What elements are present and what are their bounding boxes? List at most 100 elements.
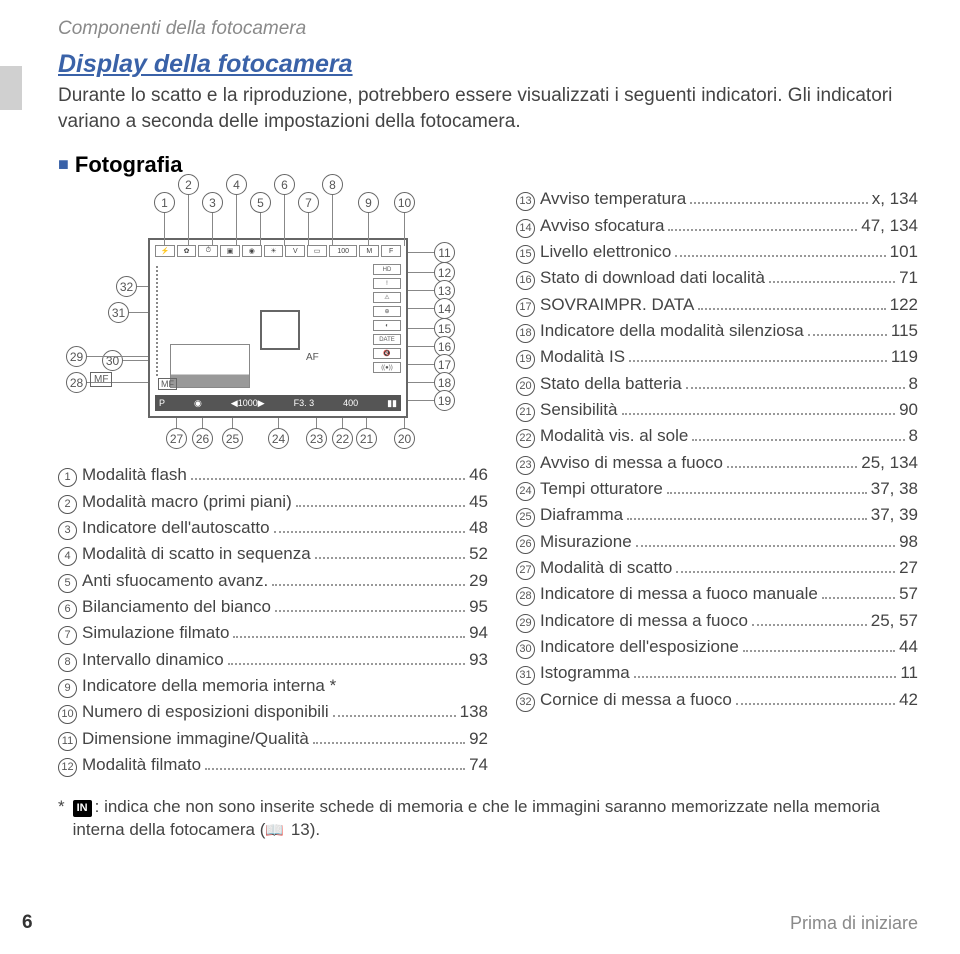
index-item-number: 7 bbox=[58, 626, 77, 645]
index-item-label: Avviso di messa a fuoco bbox=[540, 450, 723, 476]
index-item-label: Indicatore di messa a fuoco manuale bbox=[540, 581, 818, 607]
index-item: 14Avviso sfocatura47, 134 bbox=[516, 213, 918, 239]
camera-display-diagram: ⚡✿⏱▣◉☀V▭ 100MF AF HD!⚠⊕◐DATE🔇((●)) MF P … bbox=[58, 186, 478, 456]
index-item: 7Simulazione filmato94 bbox=[58, 620, 488, 646]
index-item-page: 46 bbox=[469, 462, 488, 488]
index-item-label: Modalità macro (primi piani) bbox=[82, 489, 292, 515]
index-item-label: Modalità IS bbox=[540, 344, 625, 370]
index-item: 25Diaframma37, 39 bbox=[516, 502, 918, 528]
index-item-page: 45 bbox=[469, 489, 488, 515]
index-item-label: Indicatore dell'esposizione bbox=[540, 634, 739, 660]
index-item: 15 Livello elettronico 101 bbox=[516, 239, 918, 265]
callout-bubble: 3 bbox=[202, 192, 223, 213]
index-item-label: Indicatore di messa a fuoco bbox=[540, 608, 748, 634]
index-item-number: 6 bbox=[58, 600, 77, 619]
index-item-number: 16 bbox=[516, 271, 535, 290]
index-item-page: 93 bbox=[469, 647, 488, 673]
index-item-number: 28 bbox=[516, 587, 535, 606]
index-item-page: 47, 134 bbox=[861, 213, 918, 239]
callout-bubble: 25 bbox=[222, 428, 243, 449]
index-item-label: Stato di download dati località bbox=[540, 265, 765, 291]
index-item-number: 20 bbox=[516, 377, 535, 396]
callout-bubble: 6 bbox=[274, 174, 295, 195]
index-item: 13Avviso temperaturax, 134 bbox=[516, 186, 918, 212]
index-item-number: 27 bbox=[516, 561, 535, 580]
index-item-page: 98 bbox=[899, 529, 918, 555]
index-item-number: 17 bbox=[516, 298, 535, 317]
index-item: 4Modalità di scatto in sequenza52 bbox=[58, 541, 488, 567]
index-item-number: 25 bbox=[516, 508, 535, 527]
index-item: 5Anti sfuocamento avanz.29 bbox=[58, 568, 488, 594]
index-item-number: 15 bbox=[516, 245, 535, 264]
index-item-number: 11 bbox=[58, 732, 77, 751]
callout-bubble: 9 bbox=[358, 192, 379, 213]
index-item-number: 4 bbox=[58, 547, 77, 566]
index-item-page: 25, 57 bbox=[871, 608, 918, 634]
index-item: 8Intervallo dinamico93 bbox=[58, 647, 488, 673]
index-item-page: 52 bbox=[469, 541, 488, 567]
index-list-left: 1Modalità flash462Modalità macro (primi … bbox=[58, 462, 488, 778]
callout-bubble: 31 bbox=[108, 302, 129, 323]
index-item-label: Misurazione bbox=[540, 529, 632, 555]
index-item-label: Livello elettronico bbox=[540, 239, 671, 265]
index-item-page: 8 bbox=[909, 423, 918, 449]
index-item-number: 26 bbox=[516, 535, 535, 554]
callout-bubble: 26 bbox=[192, 428, 213, 449]
index-item: 30Indicatore dell'esposizione44 bbox=[516, 634, 918, 660]
callout-bubble: 11 bbox=[434, 242, 455, 263]
index-item-label: Indicatore dell'autoscatto bbox=[82, 515, 270, 541]
mf-indicator-box: MF bbox=[90, 372, 112, 387]
index-item-page: 37, 38 bbox=[871, 476, 918, 502]
index-item-label: Cornice di messa a fuoco bbox=[540, 687, 732, 713]
callout-bubble: 23 bbox=[306, 428, 327, 449]
index-item-number: 31 bbox=[516, 666, 535, 685]
index-item: 28Indicatore di messa a fuoco manuale57 bbox=[516, 581, 918, 607]
callout-bubble: 28 bbox=[66, 372, 87, 393]
index-item-page: 95 bbox=[469, 594, 488, 620]
index-item: 22Modalità vis. al sole8 bbox=[516, 423, 918, 449]
index-item-number: 30 bbox=[516, 640, 535, 659]
page-number: 6 bbox=[22, 912, 33, 934]
index-item-number: 18 bbox=[516, 324, 535, 343]
index-item-page: 48 bbox=[469, 515, 488, 541]
index-item-label: Modalità di scatto bbox=[540, 555, 672, 581]
index-item-page: 74 bbox=[469, 752, 488, 778]
index-item-page: 101 bbox=[890, 239, 918, 265]
index-item-page: 11 bbox=[900, 660, 918, 686]
index-item-number: 9 bbox=[58, 679, 77, 698]
index-item-number: 2 bbox=[58, 495, 77, 514]
callout-bubble: 29 bbox=[66, 346, 87, 367]
index-item: 27Modalità di scatto27 bbox=[516, 555, 918, 581]
index-item: 17SOVRAIMPR. DATA122 bbox=[516, 292, 918, 318]
index-item: 24Tempi otturatore37, 38 bbox=[516, 476, 918, 502]
index-item-number: 32 bbox=[516, 693, 535, 712]
callout-bubble: 8 bbox=[322, 174, 343, 195]
callout-bubble: 24 bbox=[268, 428, 289, 449]
index-list-right: 13Avviso temperaturax, 13414Avviso sfoca… bbox=[516, 186, 918, 713]
index-item-label: Modalità filmato bbox=[82, 752, 201, 778]
page-section-label: Prima di iniziare bbox=[790, 913, 918, 934]
footnote: * IN: indica che non sono inserite sched… bbox=[58, 796, 918, 842]
callout-bubble: 7 bbox=[298, 192, 319, 213]
index-item-page: 29 bbox=[469, 568, 488, 594]
index-item: 26 Misurazione 98 bbox=[516, 529, 918, 555]
index-item-page: 25, 134 bbox=[861, 450, 918, 476]
index-item: 6 Bilanciamento del bianco 95 bbox=[58, 594, 488, 620]
callout-bubble: 30 bbox=[102, 350, 123, 371]
index-item-number: 19 bbox=[516, 350, 535, 369]
index-item-label: Bilanciamento del bianco bbox=[82, 594, 271, 620]
index-item-label: Modalità flash bbox=[82, 462, 187, 488]
index-item: 16Stato di download dati località71 bbox=[516, 265, 918, 291]
index-item-number: 8 bbox=[58, 653, 77, 672]
index-item: 29 Indicatore di messa a fuoco 25, 57 bbox=[516, 608, 918, 634]
callout-bubble: 2 bbox=[178, 174, 199, 195]
index-item-number: 12 bbox=[58, 758, 77, 777]
index-item-page: 92 bbox=[469, 726, 488, 752]
index-item-label: Indicatore della modalità silenziosa bbox=[540, 318, 804, 344]
index-item: 12 Modalità filmato 74 bbox=[58, 752, 488, 778]
index-item-page: 90 bbox=[899, 397, 918, 423]
callout-bubble: 20 bbox=[394, 428, 415, 449]
index-item-page: 115 bbox=[891, 318, 918, 344]
index-item-number: 29 bbox=[516, 614, 535, 633]
index-item: 19Modalità IS119 bbox=[516, 344, 918, 370]
